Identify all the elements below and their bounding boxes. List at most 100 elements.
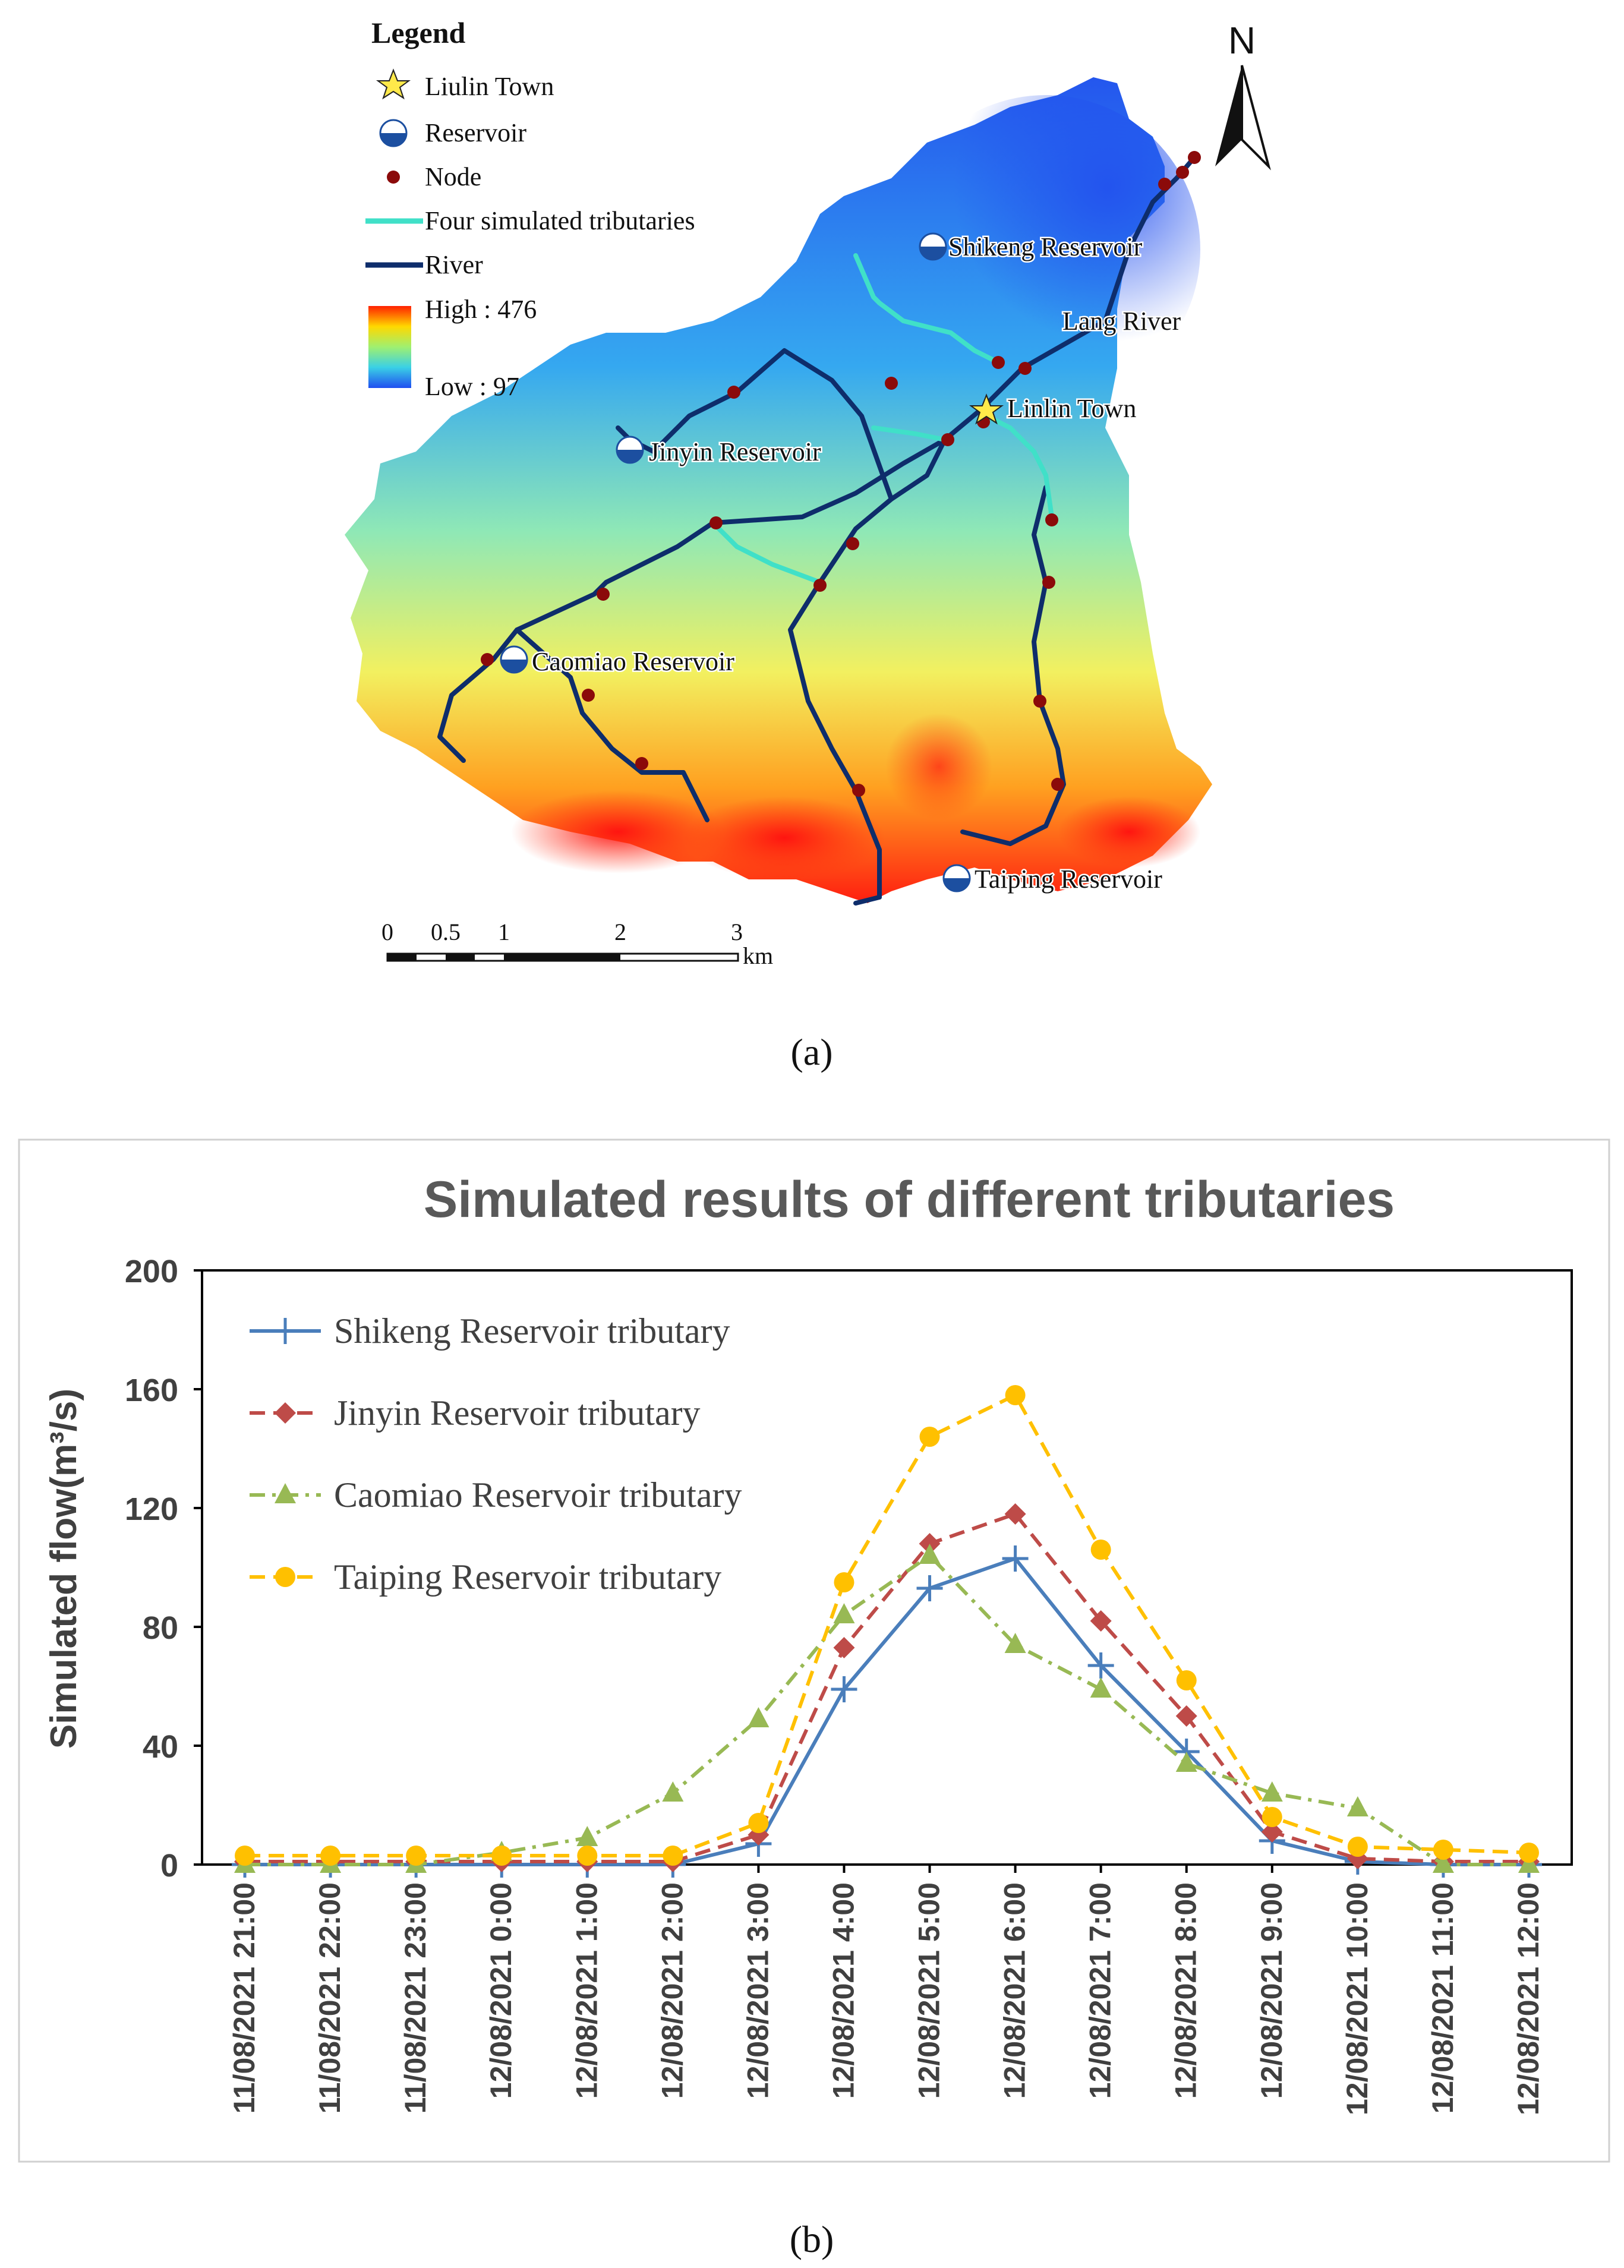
x-tick-label: 12/08/2021 2:00 [655, 1882, 689, 2099]
node [1018, 362, 1032, 375]
y-tick-label: 200 [125, 1254, 178, 1289]
data-point [833, 1603, 855, 1623]
scale-tick-2: 2 [614, 919, 626, 945]
data-point [1004, 1503, 1026, 1525]
x-tick-label: 11/08/2021 21:00 [228, 1882, 261, 2114]
watershed-map: Shikeng Reservoir Lang River Linlin Town… [345, 16, 1271, 1073]
x-tick-label: 11/08/2021 23:00 [399, 1882, 432, 2114]
legend-reservoir-icon [379, 119, 408, 147]
river-west-branch [437, 437, 947, 763]
data-point [576, 1826, 598, 1846]
map-panel: Shikeng Reservoir Lang River Linlin Town… [0, 0, 1624, 1105]
node [885, 377, 898, 390]
lang-river [818, 155, 1197, 585]
data-point [577, 1846, 598, 1866]
data-point [1090, 1610, 1112, 1632]
data-point [1090, 1540, 1111, 1560]
x-tick-label: 12/08/2021 10:00 [1341, 1882, 1374, 2115]
legend-marker [275, 1483, 296, 1503]
data-point [1175, 1752, 1197, 1772]
x-tick-label: 12/08/2021 6:00 [998, 1882, 1032, 2099]
x-tick-label: 12/08/2021 12:00 [1512, 1882, 1545, 2115]
legend-label: Taiping Reservoir tributary [334, 1557, 721, 1597]
y-axis: 0 40 80 120 160 200 [125, 1254, 202, 1884]
legend-label: Shikeng Reservoir tributary [334, 1311, 730, 1351]
legend-star-icon [376, 68, 411, 100]
node [597, 588, 610, 601]
series-layer [232, 1385, 1542, 1878]
label-lang-river: Lang River [1062, 307, 1181, 336]
data-point [235, 1846, 256, 1866]
y-tick-label: 120 [125, 1491, 178, 1527]
caption-a: (a) [790, 1031, 833, 1073]
data-point [1002, 1545, 1029, 1572]
north-label: N [1228, 19, 1256, 62]
scale-bar: 0 0.5 1 2 3 km [381, 919, 773, 969]
watershed-terrain [345, 77, 1212, 903]
chart-legend: Shikeng Reservoir tributary Jinyin Reserv… [250, 1311, 742, 1597]
legend-label: Jinyin Reservoir tributary [334, 1393, 701, 1433]
chart-frame [18, 1138, 1610, 2163]
data-point [1262, 1807, 1282, 1827]
reservoir-icon [616, 436, 644, 464]
node [727, 386, 740, 399]
reservoir-icon [919, 232, 947, 261]
reservoir-markers [500, 232, 971, 892]
node [1051, 778, 1064, 791]
data-point [1261, 1781, 1283, 1802]
legend-item-river: River [425, 250, 483, 279]
reservoir-icon [500, 645, 528, 674]
node [481, 653, 494, 666]
river-taiping [960, 485, 1066, 846]
tributary-jinyin [871, 425, 947, 442]
reservoir-icon [942, 864, 971, 892]
scale-tick-3: 3 [731, 919, 743, 945]
scale-tick-1: 1 [498, 919, 510, 945]
series-line [245, 1554, 1529, 1866]
data-point [1090, 1677, 1112, 1698]
x-tick-label: 12/08/2021 4:00 [827, 1882, 860, 2099]
data-point [1261, 1821, 1283, 1843]
river-central-south [788, 580, 882, 906]
data-point [1433, 1840, 1453, 1860]
data-point [1004, 1633, 1026, 1653]
data-point [919, 1427, 940, 1447]
legend-item-node: Node [425, 162, 481, 191]
scale-tick-0.5: 0.5 [431, 919, 461, 945]
node [1042, 576, 1055, 589]
river-southwest [515, 627, 709, 822]
simulated-tributaries [711, 253, 1054, 585]
data-point [748, 1813, 769, 1833]
legend-node-icon [387, 171, 400, 184]
data-point [1346, 1796, 1368, 1816]
node [635, 757, 648, 770]
series-3 [235, 1385, 1539, 1866]
scale-unit: km [743, 942, 773, 969]
node [582, 689, 595, 702]
label-shikeng-reservoir: Shikeng Reservoir [948, 232, 1143, 261]
data-point [1087, 1652, 1114, 1679]
tributary-shikeng [853, 253, 1001, 365]
x-tick-label: 11/08/2021 22:00 [313, 1882, 346, 2114]
series-line [245, 1393, 1530, 1857]
north-arrow: N [1215, 19, 1271, 171]
series-line [245, 1557, 1529, 1866]
data-point [1175, 1705, 1197, 1727]
data-point [663, 1846, 683, 1866]
x-tick-label: 12/08/2021 3:00 [741, 1882, 774, 2099]
node [1033, 695, 1046, 708]
x-axis: 11/08/2021 21:00 11/08/2021 22:00 11/08/20… [228, 1865, 1545, 2115]
y-tick-label: 80 [143, 1610, 178, 1646]
label-caomiao-reservoir: Caomiao Reservoir [532, 647, 734, 676]
legend-title: Legend [371, 16, 466, 49]
legend-label: Caomiao Reservoir tributary [334, 1475, 742, 1515]
label-linlin-town: Linlin Town [1007, 394, 1136, 423]
data-point [491, 1846, 512, 1866]
legend-item-tributaries: Four simulated tributaries [425, 206, 695, 235]
plot-area [201, 1269, 1573, 1866]
data-point [1176, 1670, 1197, 1690]
tributary-caomiao [711, 521, 822, 585]
nodes [481, 151, 1201, 797]
